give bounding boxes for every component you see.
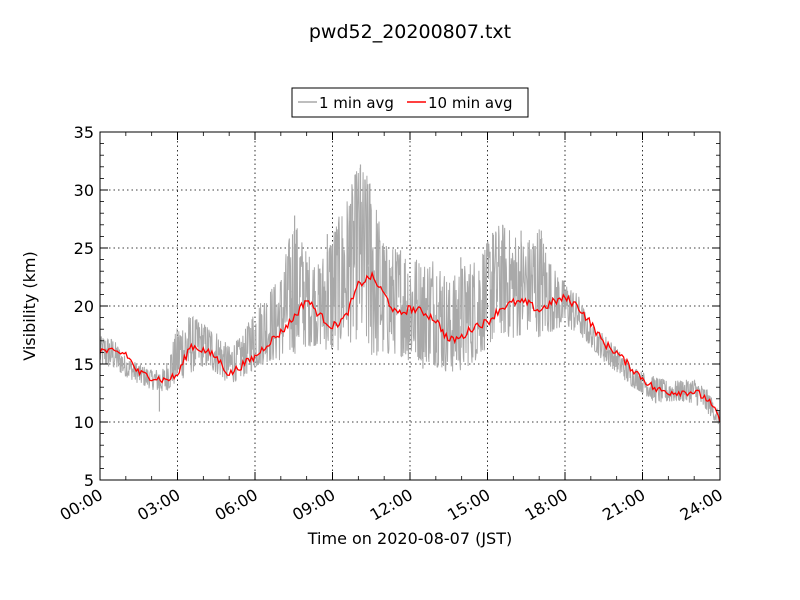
x-axis-label: Time on 2020-08-07 (JST) bbox=[307, 529, 512, 548]
x-tick-label: 15:00 bbox=[444, 485, 493, 525]
x-tick-label: 21:00 bbox=[599, 485, 648, 525]
line-10-min-avg bbox=[99, 270, 721, 422]
legend-box bbox=[291, 87, 529, 118]
y-tick-label: 30 bbox=[74, 181, 94, 200]
x-tick-labels: 00:00 03:00 06:00 09:00 12:00 15:00 18:00 21:00… bbox=[57, 485, 726, 525]
y-axis-label: Visibility (km) bbox=[20, 251, 39, 360]
axis-ticks bbox=[99, 131, 721, 481]
x-tick-label: 06:00 bbox=[212, 485, 261, 525]
legend-1min-label: 1 min avg bbox=[319, 94, 394, 112]
y-tick-label: 10 bbox=[74, 413, 94, 432]
x-tick-label: 03:00 bbox=[134, 485, 183, 525]
y-tick-labels: 5 10 15 20 25 30 35 bbox=[74, 123, 94, 490]
series-10-min-avg bbox=[99, 270, 721, 422]
legend: 1 min avg 10 min avg bbox=[291, 87, 529, 118]
legend-10min-label: 10 min avg bbox=[428, 94, 513, 112]
y-tick-label: 15 bbox=[74, 355, 94, 374]
line-1-min-avg bbox=[99, 167, 721, 425]
x-tick-label: 24:00 bbox=[677, 485, 726, 525]
y-tick-label: 25 bbox=[74, 239, 94, 258]
y-tick-label: 5 bbox=[84, 471, 94, 490]
x-tick-label: 09:00 bbox=[289, 485, 338, 525]
x-tick-label: 00:00 bbox=[57, 485, 106, 525]
y-tick-label: 35 bbox=[74, 123, 94, 142]
y-tick-label: 20 bbox=[74, 297, 94, 316]
x-tick-label: 18:00 bbox=[522, 485, 571, 525]
x-tick-label: 12:00 bbox=[367, 485, 416, 525]
chart-title: pwd52_20200807.txt bbox=[309, 21, 511, 43]
